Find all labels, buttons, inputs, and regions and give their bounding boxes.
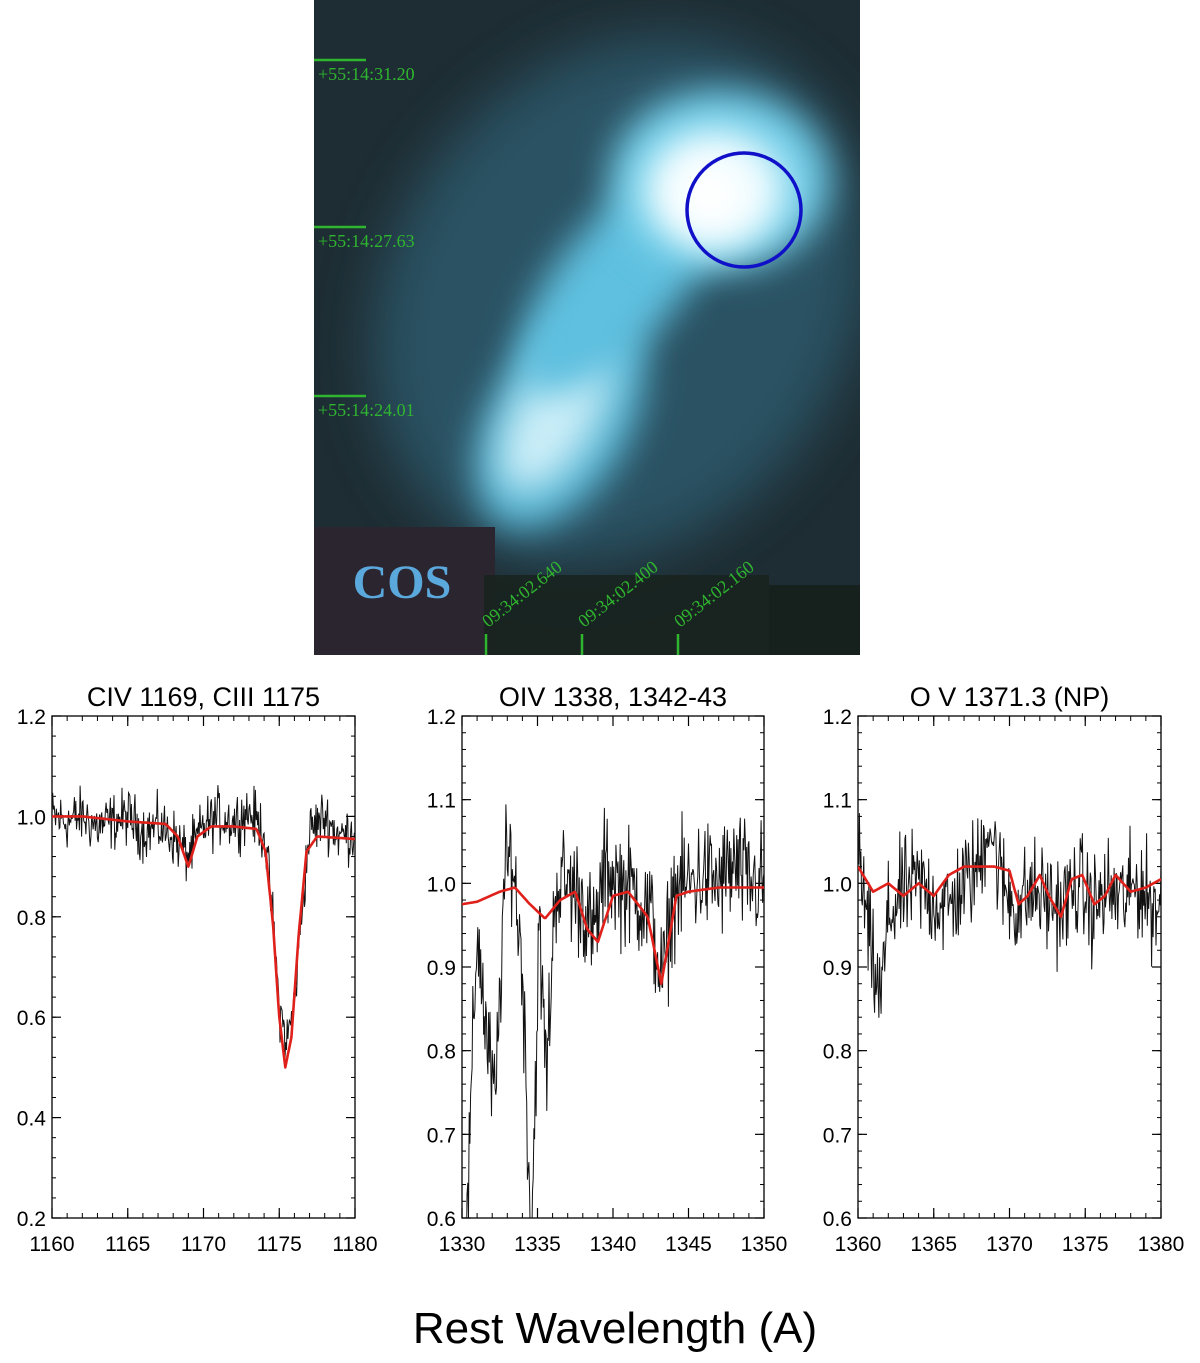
y-tick-label: 0.7 xyxy=(823,1124,852,1147)
y-tick-label: 1.2 xyxy=(17,706,46,729)
y-tick-label: 0.2 xyxy=(17,1208,46,1231)
spectrum-panel: O V 1371.3 (NP) 0.6 0.7 0.8 0.9 1.0 1.1 1.2 1360… xyxy=(823,682,1185,1256)
aperture-circle xyxy=(685,151,803,269)
y-tick-label: 0.9 xyxy=(427,957,456,980)
y-tick-label: 0.8 xyxy=(427,1041,456,1064)
y-tick-label: 1.1 xyxy=(823,790,852,813)
y-tick-label: 0.8 xyxy=(17,907,46,930)
y-tick-label: 0.8 xyxy=(823,1041,852,1064)
plot-frame xyxy=(51,715,356,1219)
galaxy-image: +55:14:31.20 +55:14:27.63 +55:14:24.01 COS… xyxy=(314,0,860,655)
x-tick-label: 1160 xyxy=(29,1233,74,1256)
y-tick-label: 1.0 xyxy=(427,873,456,896)
x-tick-label: 1165 xyxy=(105,1233,150,1256)
y-tick-label: 1.2 xyxy=(823,706,852,729)
data-spectrum-line xyxy=(858,813,1161,1018)
instrument-label: COS xyxy=(353,556,452,609)
dec-label: +55:14:27.63 xyxy=(318,231,415,251)
x-tick-label: 1380 xyxy=(1138,1233,1185,1256)
dec-label: +55:14:24.01 xyxy=(318,400,415,420)
y-tick-label: 1.0 xyxy=(823,873,852,896)
x-tick-label: 1330 xyxy=(439,1233,486,1256)
y-tick-label: 0.9 xyxy=(823,957,852,980)
ra-label-box xyxy=(484,575,769,655)
cos-label-box xyxy=(314,527,495,655)
x-tick-label: 1340 xyxy=(590,1233,637,1256)
y-tick-label: 0.6 xyxy=(427,1208,456,1231)
model-fit-line xyxy=(462,886,764,986)
panel-title: O V 1371.3 (NP) xyxy=(910,682,1110,712)
y-tick-label: 0.6 xyxy=(17,1007,46,1030)
plot-frame xyxy=(857,715,1162,1219)
x-tick-label: 1360 xyxy=(835,1233,882,1256)
y-tick-label: 0.4 xyxy=(17,1108,47,1131)
x-tick-label: 1345 xyxy=(665,1233,712,1256)
x-tick-label: 1375 xyxy=(1062,1233,1109,1256)
x-tick-label: 1370 xyxy=(986,1233,1033,1256)
data-spectrum-line xyxy=(52,785,355,1059)
y-tick-label: 1.1 xyxy=(427,790,456,813)
spectrum-panel: OIV 1338, 1342-43 0.6 0.7 0.8 0.9 1.0 1.1 1.2 13… xyxy=(427,682,788,1256)
panel-title: CIV 1169, CIII 1175 xyxy=(87,682,320,712)
data-spectrum-line xyxy=(462,804,764,1218)
dec-label: +55:14:31.20 xyxy=(318,64,415,84)
y-tick-label: 1.2 xyxy=(427,706,456,729)
plot-frame xyxy=(461,715,765,1219)
x-tick-label: 1175 xyxy=(257,1233,302,1256)
spectra-panels: CIV 1169, CIII 1175 0.2 0.4 0.6 0.8 1.0 1.2 116… xyxy=(17,682,1185,1256)
x-tick-label: 1180 xyxy=(332,1233,377,1256)
model-fit-line xyxy=(858,865,1161,919)
panel-title: OIV 1338, 1342-43 xyxy=(499,682,727,712)
x-tick-label: 1365 xyxy=(910,1233,957,1256)
x-tick-label: 1170 xyxy=(181,1233,226,1256)
model-fit-line xyxy=(52,815,355,1069)
y-tick-label: 0.7 xyxy=(427,1124,456,1147)
dec-axis: +55:14:31.20 +55:14:27.63 +55:14:24.01 xyxy=(314,58,415,420)
x-tick-label: 1350 xyxy=(741,1233,788,1256)
x-axis-label: Rest Wavelength (A) xyxy=(413,1304,817,1353)
spectrum-panel: CIV 1169, CIII 1175 0.2 0.4 0.6 0.8 1.0 1.2 116… xyxy=(17,682,378,1256)
y-tick-label: 0.6 xyxy=(823,1208,852,1231)
y-tick-label: 1.0 xyxy=(17,806,46,829)
x-tick-label: 1335 xyxy=(514,1233,561,1256)
